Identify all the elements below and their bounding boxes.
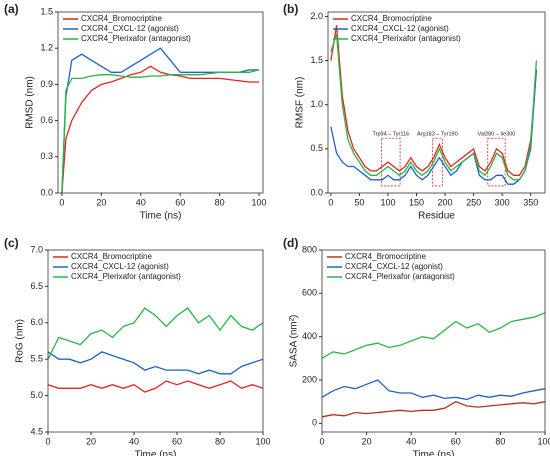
legend-label: CXCR4_Plerixafor (antagonist) (81, 34, 191, 43)
x-tick-label: 60 (175, 197, 185, 207)
series-line (321, 379, 546, 401)
x-axis-title: Time (ns) (135, 450, 177, 456)
x-tick-label: 60 (172, 436, 182, 446)
x-axis-title: Residue (418, 211, 455, 222)
y-tick-label: 0.0 (40, 187, 53, 197)
x-tick-label: 100 (537, 436, 550, 446)
y-tick-label: 0.0 (310, 187, 323, 197)
plot-frame (321, 249, 546, 433)
series-line (321, 312, 546, 359)
y-tick-label: 400 (302, 331, 317, 341)
y-axis-title: RMSF (nm) (295, 77, 306, 129)
x-tick-label: 0 (328, 197, 333, 207)
y-tick-label: 7.0 (30, 244, 43, 254)
annotation: Arg183 – Tyr190 (417, 132, 458, 138)
legend-label: CXCR4_CXCL-12 (agonist) (351, 24, 449, 33)
x-tick-label: 300 (495, 197, 510, 207)
series-line (330, 33, 538, 181)
legend-label: CXCR4_Plerixafor (antagonist) (71, 272, 181, 281)
y-tick-label: 200 (302, 374, 317, 384)
series-line (47, 380, 264, 393)
series-line (47, 351, 264, 375)
y-axis-title: SASA (nm²) (289, 315, 300, 368)
x-tick-label: 0 (45, 436, 50, 446)
x-tick-label: 250 (466, 197, 481, 207)
panel-label: (c) (4, 236, 19, 250)
y-tick-label: 0.5 (310, 143, 323, 153)
x-tick-label: 200 (438, 197, 453, 207)
annotation-box (487, 137, 506, 187)
x-tick-label: 100 (252, 197, 267, 207)
x-tick-label: 40 (406, 436, 416, 446)
legend-label: CXCR4_Bromocriptine (345, 252, 426, 261)
annotation-box (431, 137, 443, 187)
legend-label: CXCR4_Bromocriptine (351, 14, 432, 23)
y-tick-label: 1.5 (40, 6, 53, 16)
x-axis-title: Time (ns) (140, 211, 182, 222)
y-tick-label: 600 (302, 288, 317, 298)
y-tick-label: 6.0 (30, 317, 43, 327)
y-tick-label: 1.2 (40, 43, 53, 53)
legend-label: CXCR4_CXCL-12 (agonist) (345, 262, 443, 271)
series-line (61, 69, 260, 194)
y-tick-label: 4.5 (30, 426, 43, 436)
x-tick-label: 50 (354, 197, 364, 207)
legend-label: CXCR4_Bromocriptine (81, 14, 162, 23)
x-tick-label: 100 (255, 436, 270, 446)
y-tick-label: 800 (302, 244, 317, 254)
panel-label: (b) (283, 2, 298, 16)
y-tick-label: 0.3 (40, 151, 53, 161)
y-tick-label: 6.5 (30, 281, 43, 291)
plot-frame (57, 11, 264, 194)
panel-label: (d) (283, 236, 298, 250)
series-line (61, 65, 260, 194)
y-tick-label: 0 (312, 418, 317, 428)
x-axis-title: Time (ns) (413, 450, 455, 456)
y-tick-label: 5.0 (30, 390, 43, 400)
x-tick-label: 40 (129, 436, 139, 446)
x-tick-label: 150 (409, 197, 424, 207)
plot-frame (47, 249, 264, 433)
y-tick-label: 0.6 (40, 115, 53, 125)
x-tick-label: 20 (86, 436, 96, 446)
y-tick-label: 1.5 (310, 55, 323, 65)
annotation-box (381, 137, 401, 187)
x-tick-label: 60 (451, 436, 461, 446)
x-tick-label: 40 (136, 197, 146, 207)
series-line (321, 400, 546, 418)
panel-label: (a) (4, 2, 19, 16)
series-line (330, 25, 538, 176)
x-tick-label: 0 (319, 436, 324, 446)
x-tick-label: 80 (215, 436, 225, 446)
legend-label: CXCR4_Bromocriptine (71, 252, 152, 261)
y-tick-label: 5.5 (30, 354, 43, 364)
x-tick-label: 20 (96, 197, 106, 207)
x-tick-label: 350 (523, 197, 538, 207)
x-tick-label: 80 (215, 197, 225, 207)
y-axis-title: RMSD (nm) (25, 76, 36, 129)
x-tick-label: 80 (495, 436, 505, 446)
y-axis-title: RoG (nm) (15, 319, 26, 363)
series-line (61, 47, 260, 194)
series-line (47, 307, 264, 360)
series-line (330, 69, 538, 185)
y-tick-label: 2.0 (310, 11, 323, 21)
legend-label: CXCR4_CXCL-12 (agonist) (81, 24, 179, 33)
x-tick-label: 20 (362, 436, 372, 446)
annotation: Trp94 – Tyr116 (373, 132, 410, 138)
legend-label: CXCR4_Plerixafor (antagonist) (345, 272, 455, 281)
y-tick-label: 1.0 (310, 99, 323, 109)
y-tick-label: 0.9 (40, 79, 53, 89)
legend-label: CXCR4_CXCL-12 (agonist) (71, 262, 169, 271)
x-tick-label: 100 (380, 197, 395, 207)
plot-frame (327, 11, 546, 194)
x-tick-label: 0 (59, 197, 64, 207)
annotation: Val280 – Ile300 (478, 132, 516, 138)
legend-label: CXCR4_Plerixafor (antagonist) (351, 34, 461, 43)
